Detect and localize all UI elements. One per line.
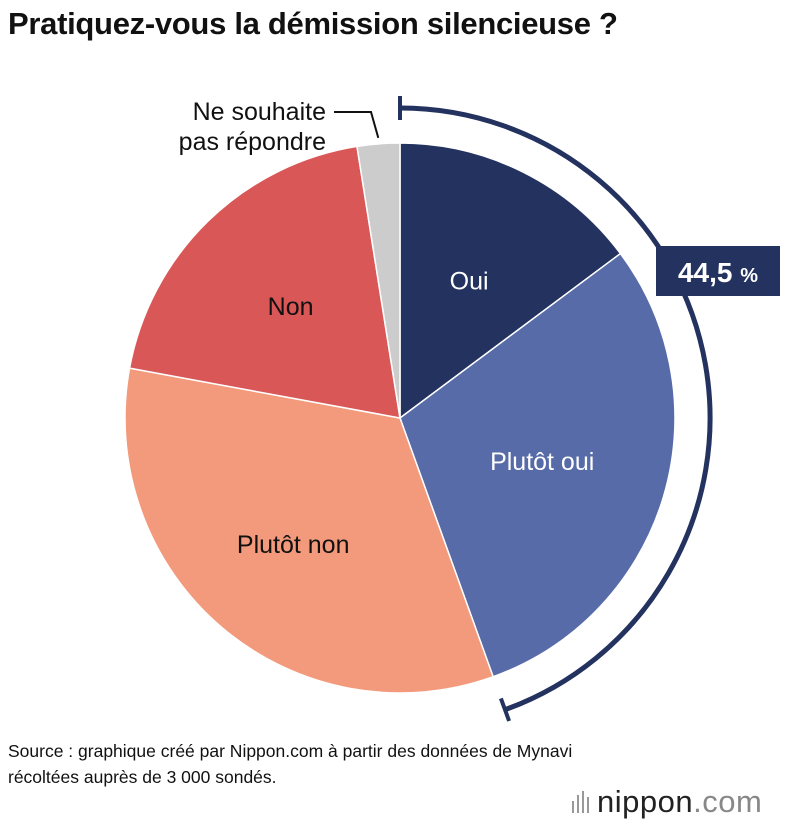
leader-line	[334, 111, 380, 139]
bracket-arc	[399, 105, 713, 713]
total-value: 44,5 %	[678, 257, 758, 288]
label-non: Non	[268, 293, 314, 321]
nippon-logo: nippon. com	[572, 784, 762, 820]
slice-ne-souhaite-pas-repondre	[356, 142, 401, 419]
logo-tld: com	[702, 784, 763, 819]
bracket-tick	[499, 697, 511, 722]
leader-line-path	[334, 111, 380, 139]
pie-chart: Oui Plutôt oui Plutôt non Non Ne souhaite pas…	[124, 96, 780, 722]
slice-non	[128, 145, 401, 419]
total-bracket: 44,5 %	[398, 96, 780, 722]
label-plutot-non: Plutôt non	[237, 531, 350, 559]
source-note: Source : graphique créé par Nippon.com à…	[8, 741, 573, 787]
label-plutot-oui: Plutôt oui	[490, 448, 594, 476]
chart-title: Pratiquez-vous la démission silencieuse …	[8, 6, 618, 41]
slice-plutot-non	[124, 367, 495, 694]
label-oui: Oui	[450, 267, 489, 295]
logo-bars-icon	[572, 791, 589, 813]
total-badge	[656, 246, 780, 296]
pie-slices	[124, 142, 676, 694]
logo-dot: .	[693, 784, 703, 819]
label-ne-souhaite-pas-repondre: Ne souhaite pas répondre	[179, 98, 326, 156]
slice-oui	[399, 142, 622, 420]
slice-plutot-oui	[399, 252, 676, 678]
logo-name: nippon	[597, 784, 694, 819]
pie-labels: Oui Plutôt oui Plutôt non Non Ne souhaite pas…	[179, 98, 595, 559]
